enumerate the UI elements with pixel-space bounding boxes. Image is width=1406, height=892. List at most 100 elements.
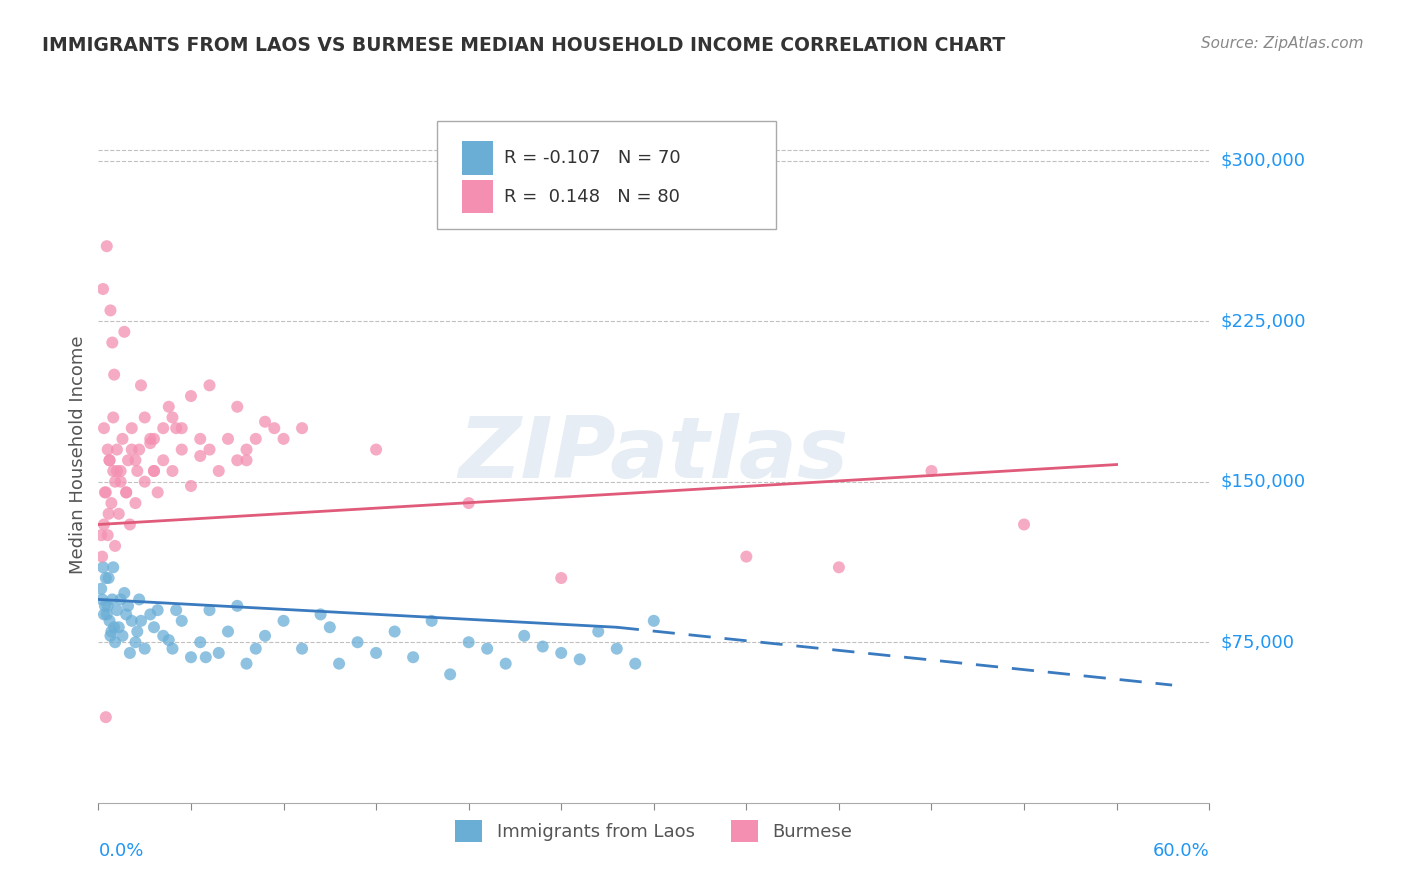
Point (254, 629, 277, 643)
Point (98, 453, 121, 467)
Text: $300,000: $300,000 (1220, 152, 1305, 169)
Point (346, 635, 368, 649)
Point (180, 650, 202, 665)
Point (134, 475, 156, 489)
Point (101, 592, 124, 607)
Point (134, 410, 156, 425)
Point (90, 582, 112, 596)
Point (91, 560, 114, 574)
Point (235, 442, 257, 457)
Point (121, 614, 143, 628)
FancyBboxPatch shape (461, 141, 492, 175)
Point (118, 646, 141, 660)
Point (128, 592, 150, 607)
Point (420, 614, 443, 628)
Point (97, 507, 120, 521)
Point (157, 633, 180, 648)
Point (457, 496, 479, 510)
Point (273, 432, 295, 446)
Point (550, 646, 572, 660)
Point (94, 485, 117, 500)
Point (97, 571, 120, 585)
Point (93, 517, 115, 532)
Point (235, 453, 257, 467)
Point (384, 624, 406, 639)
Legend: Immigrants from Laos, Burmese: Immigrants from Laos, Burmese (449, 813, 859, 849)
Point (104, 539, 127, 553)
Point (96, 607, 118, 622)
Point (921, 464, 943, 478)
Point (121, 442, 143, 457)
Point (139, 607, 162, 622)
Point (127, 624, 149, 639)
Point (439, 667, 461, 681)
Point (118, 517, 141, 532)
Point (513, 629, 536, 643)
Point (188, 635, 211, 649)
Point (162, 464, 184, 478)
Point (170, 421, 193, 435)
Point (107, 620, 129, 634)
Point (94, 485, 117, 500)
Point (226, 599, 249, 613)
Point (606, 641, 628, 656)
Point (93, 421, 115, 435)
Point (1012, 517, 1035, 532)
Point (91, 592, 114, 607)
Point (129, 614, 152, 628)
Point (624, 657, 647, 671)
Text: $75,000: $75,000 (1220, 633, 1295, 651)
Point (105, 442, 128, 457)
Point (568, 652, 591, 666)
Text: Source: ZipAtlas.com: Source: ZipAtlas.com (1201, 36, 1364, 51)
Point (828, 560, 851, 574)
Point (101, 335, 124, 350)
Point (309, 607, 332, 622)
Point (735, 549, 758, 564)
Point (188, 449, 211, 463)
Point (139, 432, 162, 446)
Point (366, 442, 388, 457)
Text: 60.0%: 60.0% (1153, 842, 1209, 860)
Point (157, 400, 180, 414)
Point (291, 641, 314, 656)
Point (550, 571, 572, 585)
Point (97, 442, 120, 457)
Point (93, 607, 115, 622)
Point (226, 453, 249, 467)
Point (643, 614, 665, 628)
Point (531, 640, 554, 654)
Point (254, 415, 277, 429)
Point (103, 620, 125, 634)
Point (180, 479, 202, 493)
Point (103, 560, 125, 574)
Point (94, 599, 117, 613)
Point (143, 432, 166, 446)
Point (97, 599, 120, 613)
Point (146, 603, 169, 617)
Point (103, 368, 125, 382)
Point (97, 528, 120, 542)
Point (495, 657, 517, 671)
Point (100, 624, 122, 639)
Point (143, 464, 166, 478)
Point (103, 410, 125, 425)
Point (98, 614, 121, 628)
Point (143, 464, 166, 478)
Point (105, 464, 128, 478)
Point (170, 442, 193, 457)
Point (111, 629, 134, 643)
Point (100, 496, 122, 510)
Point (115, 607, 138, 622)
Point (124, 496, 146, 510)
Point (162, 410, 184, 425)
Point (208, 646, 231, 660)
Point (90, 528, 112, 542)
Point (96, 239, 118, 253)
Point (165, 421, 187, 435)
Point (170, 614, 193, 628)
Y-axis label: Median Household Income: Median Household Income (69, 335, 87, 574)
Point (188, 432, 211, 446)
Point (105, 603, 128, 617)
Point (127, 464, 149, 478)
